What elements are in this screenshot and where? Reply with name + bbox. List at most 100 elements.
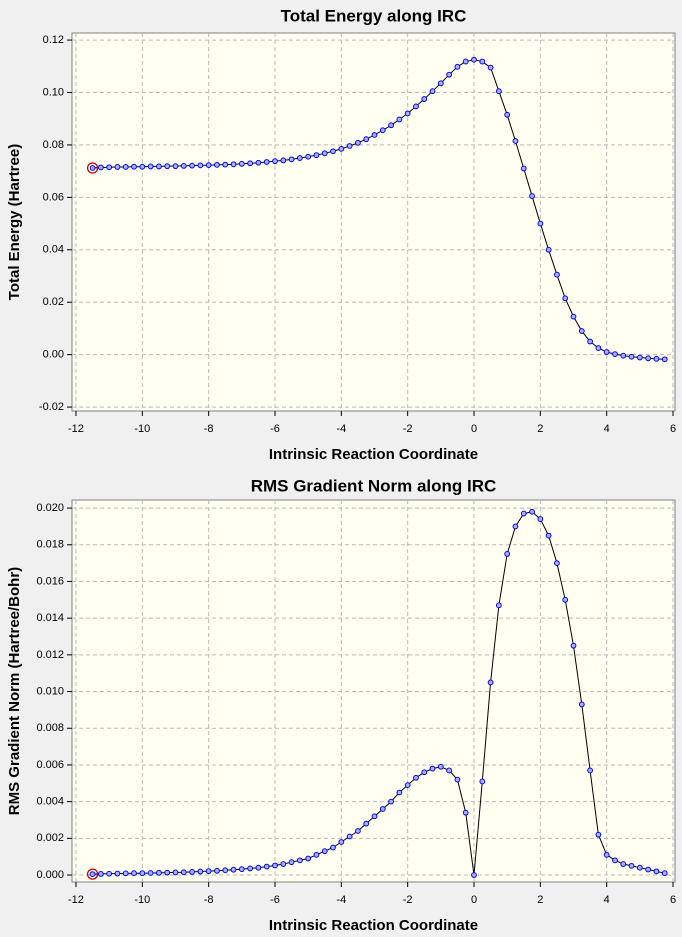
data-point — [570, 313, 577, 320]
y-tick-label: 0.012 — [36, 649, 64, 661]
x-tick-label: -6 — [270, 894, 280, 906]
plot-area — [71, 499, 676, 883]
data-point — [520, 510, 527, 517]
data-point — [595, 831, 602, 838]
data-point — [346, 833, 353, 840]
data-point — [545, 532, 552, 539]
data-point — [437, 80, 444, 87]
data-point — [247, 160, 254, 167]
data-point — [139, 163, 146, 170]
data-point — [379, 127, 386, 134]
data-point — [197, 162, 204, 169]
data-point — [288, 156, 295, 163]
y-tick-label: 0.004 — [36, 796, 64, 808]
data-point — [338, 145, 345, 152]
data-point — [645, 355, 652, 362]
data-point — [263, 863, 270, 870]
data-point — [172, 163, 179, 170]
y-tick-label: 0.02 — [43, 296, 64, 308]
data-point — [653, 355, 660, 362]
x-tick-label: 2 — [537, 423, 543, 435]
data-point — [363, 136, 370, 143]
data-point — [355, 828, 361, 834]
x-axis-label: Intrinsic Reaction Coordinate — [269, 917, 478, 934]
x-tick-label: -12 — [68, 423, 84, 435]
data-point — [255, 159, 262, 166]
data-point — [222, 867, 229, 874]
data-point — [280, 157, 287, 164]
data-point — [222, 161, 229, 168]
data-point — [330, 148, 336, 155]
data-point — [214, 867, 220, 874]
data-point — [396, 116, 403, 123]
y-tick-label: 0.06 — [43, 191, 64, 203]
y-tick-label: 0.010 — [36, 685, 64, 697]
data-point — [238, 160, 245, 167]
data-point — [587, 767, 593, 774]
data-point — [529, 193, 535, 199]
data-point — [131, 870, 137, 877]
data-point — [164, 869, 171, 876]
data-point — [230, 161, 237, 168]
data-point — [661, 870, 668, 877]
x-tick-label: -8 — [204, 423, 214, 435]
data-point — [313, 851, 320, 858]
data-point — [122, 870, 129, 877]
data-point — [636, 354, 643, 361]
data-point — [106, 870, 113, 877]
data-point — [529, 508, 535, 515]
data-point — [471, 872, 477, 878]
data-point — [612, 351, 618, 358]
data-point — [363, 820, 370, 827]
data-point — [454, 776, 461, 783]
data-point — [296, 857, 303, 864]
data-line — [92, 59, 665, 360]
data-point — [131, 163, 137, 170]
data-point — [272, 158, 278, 165]
x-tick-label: 2 — [537, 894, 543, 906]
data-point — [454, 63, 461, 70]
data-point — [504, 111, 511, 118]
data-point — [263, 159, 270, 165]
data-point — [479, 58, 486, 65]
data-point — [288, 859, 295, 866]
data-point — [421, 769, 428, 776]
data-point — [189, 869, 195, 875]
data-point — [587, 338, 593, 345]
data-point — [545, 246, 552, 253]
data-point — [156, 163, 162, 170]
data-point — [628, 353, 635, 360]
data-point — [189, 162, 195, 169]
chart-title: RMS Gradient Norm along IRC — [251, 476, 497, 495]
data-point — [661, 356, 668, 363]
data-point — [346, 143, 353, 149]
data-point — [197, 868, 204, 875]
y-tick-label: 0.020 — [36, 502, 64, 514]
data-point — [106, 164, 113, 171]
data-point — [429, 765, 436, 772]
data-point — [338, 839, 345, 845]
data-point — [512, 523, 519, 530]
data-point — [147, 163, 154, 170]
y-axis-label: Total Energy (Hartree) — [6, 144, 23, 300]
data-point — [487, 64, 494, 71]
data-point — [355, 139, 361, 146]
data-point — [180, 163, 187, 169]
data-point — [156, 869, 162, 876]
x-tick-label: -4 — [336, 423, 346, 435]
data-point — [636, 864, 643, 871]
y-tick-label: 0.016 — [36, 575, 64, 587]
data-point — [537, 516, 544, 522]
y-tick-label: 0.00 — [43, 349, 64, 361]
data-point — [238, 866, 245, 873]
x-tick-label: -10 — [134, 423, 150, 435]
data-point — [446, 767, 453, 774]
current-point-ring — [86, 162, 99, 174]
data-point — [429, 88, 436, 95]
data-point — [305, 153, 312, 160]
plot-area — [71, 32, 676, 412]
x-tick-label: 4 — [604, 894, 610, 906]
x-tick-label: -12 — [68, 894, 84, 906]
